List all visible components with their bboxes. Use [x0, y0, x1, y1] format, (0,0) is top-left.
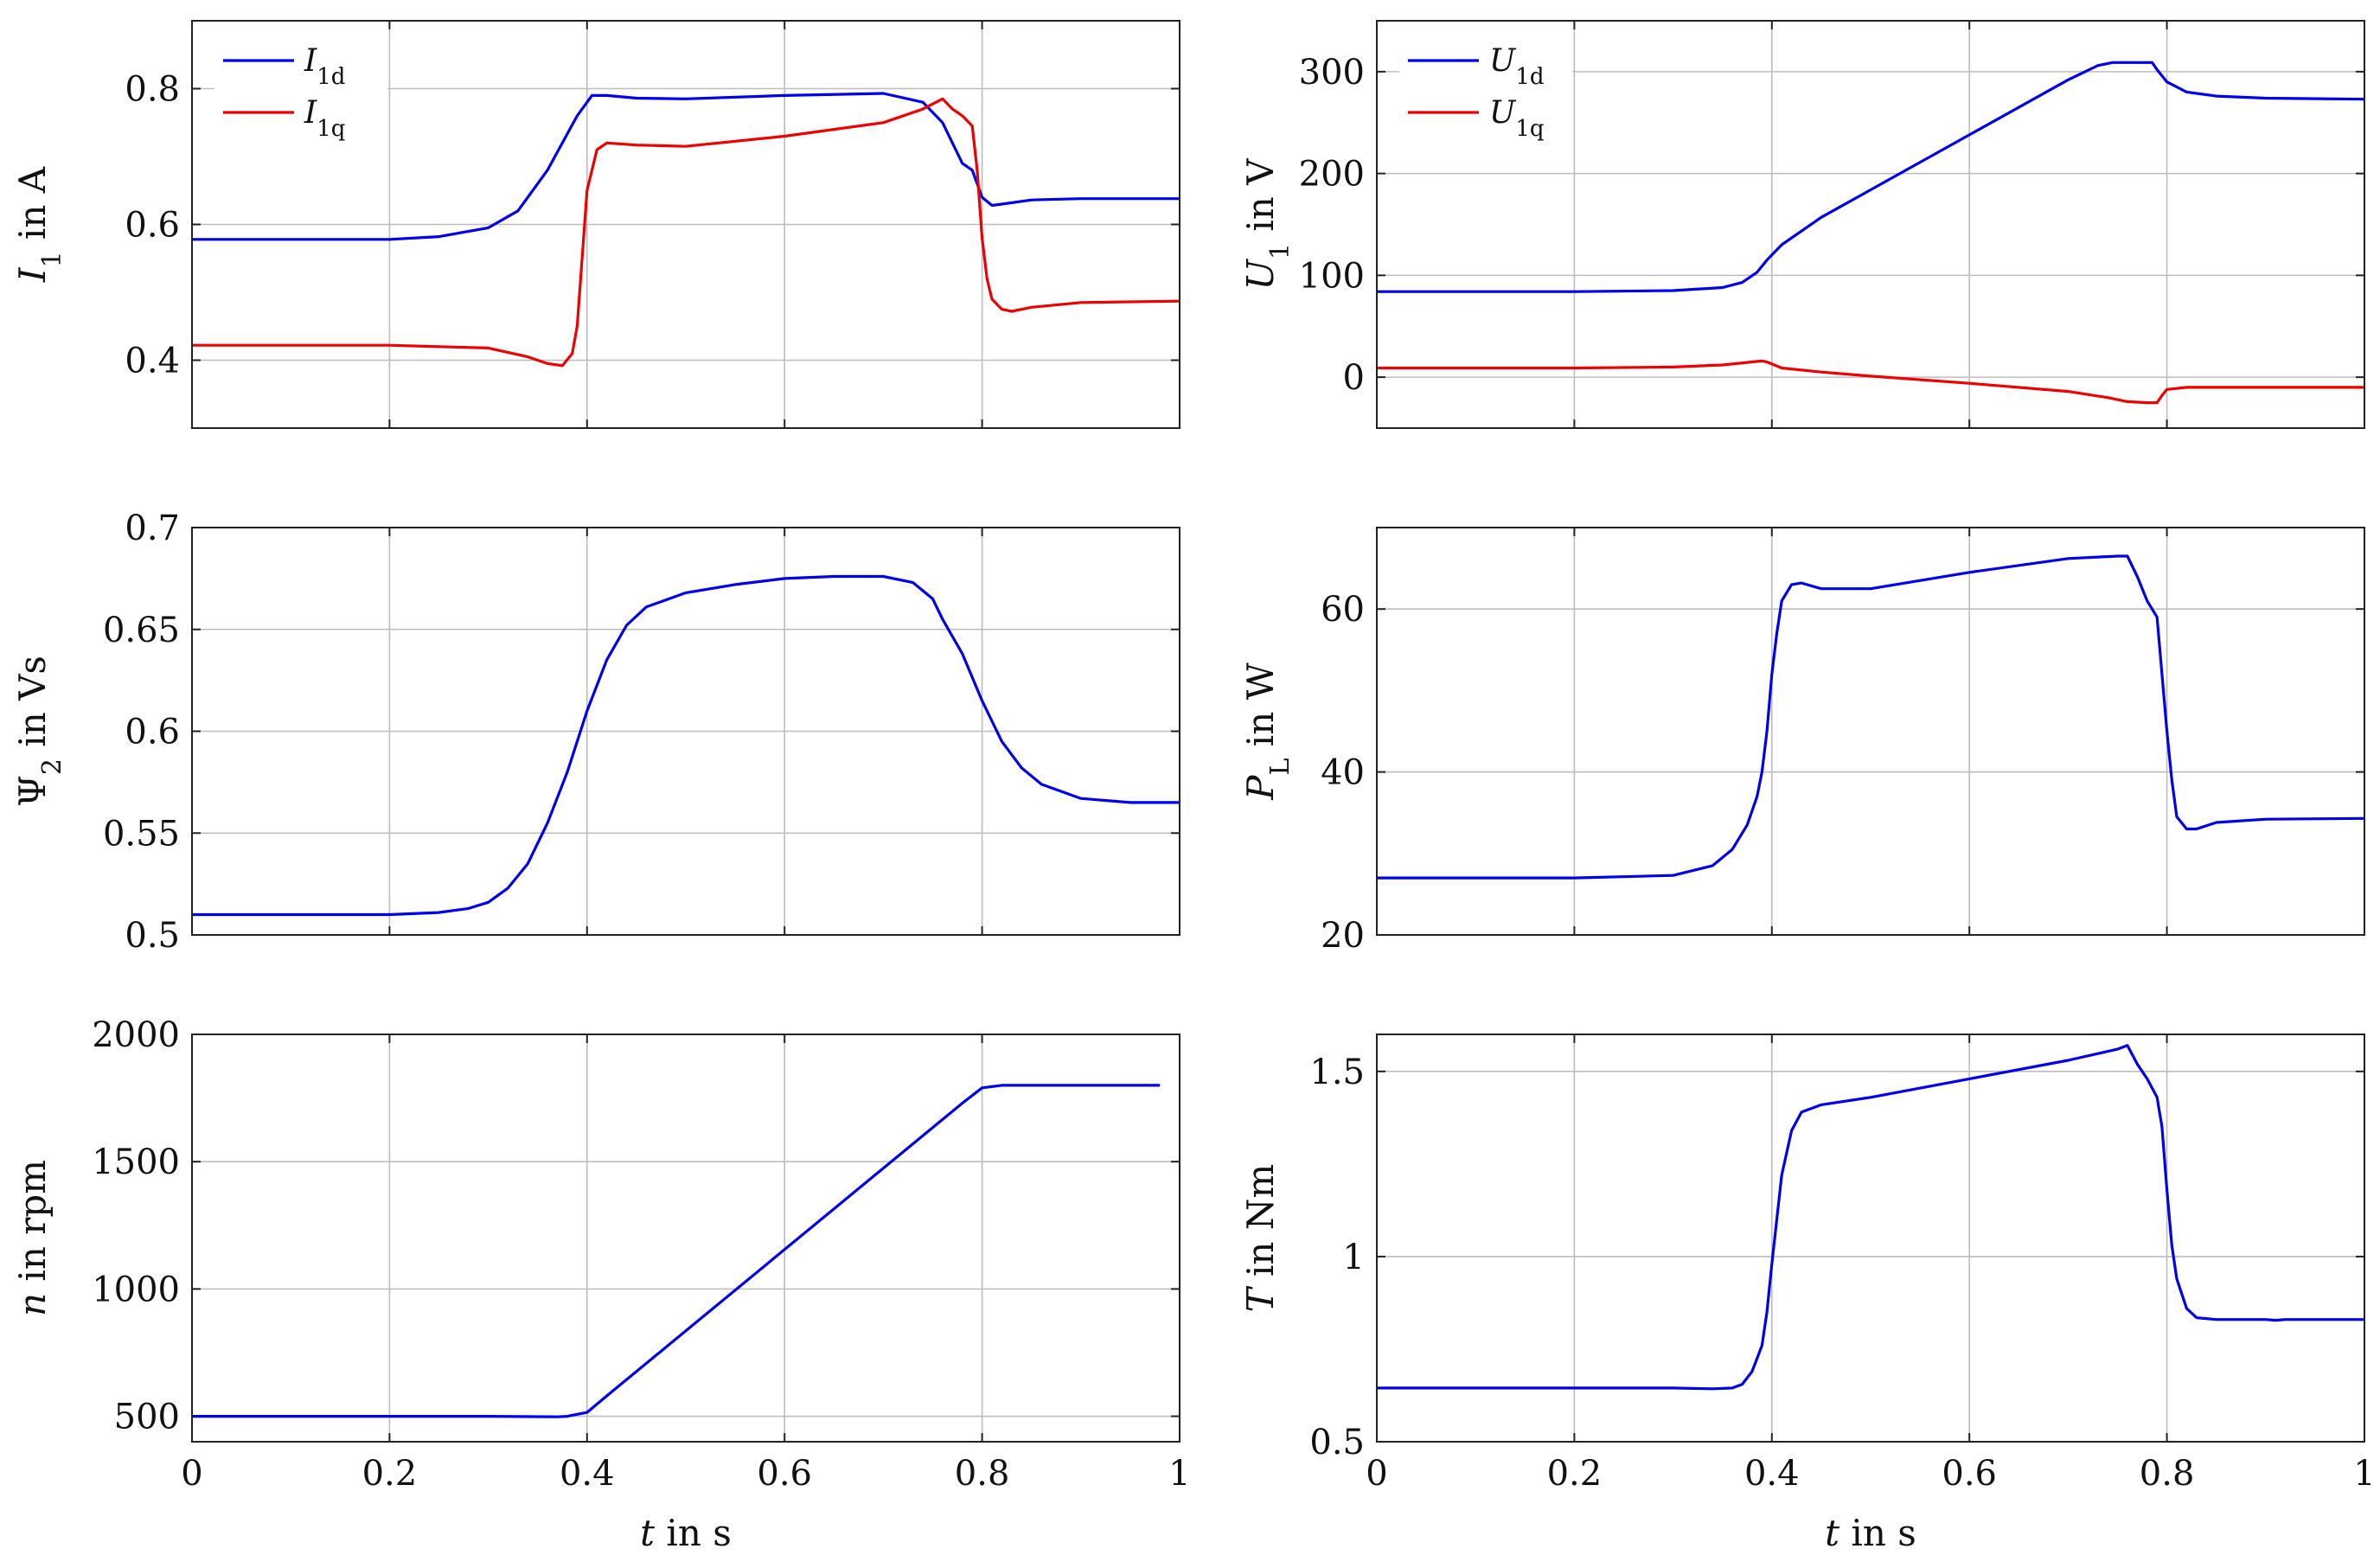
x-tick-label: 0.4: [1744, 1454, 1800, 1494]
chart-torque: 0 0.2 0.4 0.6 0.8 1 0.5 1 1.5 T in Nm t in s: [1239, 1034, 2376, 1554]
series-line-I1q: [192, 97, 1180, 368]
y-tick-label: 300: [1299, 53, 1365, 93]
y-tick-label: 20: [1321, 916, 1365, 956]
x-tick-label: 0.8: [955, 1454, 1010, 1494]
y-axis-label: U1 in V: [1239, 158, 1296, 291]
series-line-n: [192, 1084, 1161, 1418]
y-axis-label: Ψ2 in Vs: [11, 656, 67, 807]
y-tick-label: 1000: [92, 1270, 180, 1309]
y-tick-label: 0.6: [125, 713, 180, 752]
y-tick-label: 0.5: [125, 916, 180, 956]
legend-box: [214, 35, 387, 156]
series-line-T: [1377, 1044, 2364, 1391]
series-line-Psi2: [192, 574, 1180, 917]
x-axis-label: t in s: [640, 1512, 732, 1554]
x-tick-label: 0.2: [362, 1454, 418, 1494]
y-tick-label: 1: [1343, 1238, 1365, 1277]
plot-frame: [191, 20, 1180, 429]
chart-flux: 0.5 0.55 0.6 0.65 0.7 Ψ2 in Vs: [11, 509, 1180, 956]
legend-box: [1399, 35, 1572, 156]
series-line-PL: [1377, 554, 2364, 880]
series-line-U1d: [1377, 61, 2364, 293]
legend-label-I1d: I1d: [304, 43, 345, 90]
y-tick-label: 60: [1321, 590, 1365, 630]
y-tick-label: 40: [1321, 753, 1365, 793]
x-tick-label: 0: [1366, 1454, 1387, 1494]
y-tick-label: 0.5: [1309, 1423, 1365, 1462]
plot-frame: [1376, 20, 2365, 429]
series-line-U1q: [1377, 359, 2364, 405]
plot-frame: [191, 527, 1180, 936]
y-tick-label: 0.65: [103, 611, 180, 650]
x-tick-label: 0.6: [757, 1454, 812, 1494]
legend-label-I1q: I1q: [304, 95, 345, 142]
y-axis-label: T in Nm: [1239, 1164, 1282, 1313]
x-tick-label: 0.6: [1942, 1454, 1997, 1494]
x-tick-label: 1: [2353, 1454, 2375, 1494]
legend-label-U1d: U1d: [1489, 43, 1545, 90]
y-tick-label: 0.55: [103, 814, 180, 854]
y-tick-label: 1500: [92, 1142, 180, 1182]
y-axis-label: I1 in A: [11, 166, 67, 283]
x-tick-label: 0.8: [2140, 1454, 2195, 1494]
y-tick-label: 200: [1299, 155, 1365, 195]
y-tick-label: 1.5: [1309, 1053, 1365, 1092]
y-axis-label: n in rpm: [11, 1160, 54, 1316]
plot-frame: [191, 1034, 1180, 1443]
y-tick-label: 0.8: [125, 70, 180, 110]
legend-label-U1q: U1q: [1489, 95, 1545, 142]
y-tick-label: 500: [114, 1398, 180, 1437]
chart-voltage: 0 100 200 300 U1d U1q U1 in V: [1239, 20, 2365, 429]
x-tick-label: 0.4: [560, 1454, 615, 1494]
plot-frame: [1376, 527, 2365, 936]
chart-current: 0.4 0.6 0.8 I1d I1q I1 in A: [11, 20, 1180, 429]
y-tick-label: 0.7: [125, 509, 180, 548]
y-axis-label: PL in W: [1239, 662, 1296, 800]
x-tick-label: 0.2: [1547, 1454, 1603, 1494]
chart-power: 20 40 60 PL in W: [1239, 527, 2365, 956]
x-axis-label: t in s: [1825, 1512, 1916, 1554]
series-line-I1d: [192, 92, 1180, 241]
x-tick-label: 1: [1168, 1454, 1190, 1494]
y-tick-label: 0: [1343, 358, 1365, 398]
x-tick-label: 0: [181, 1454, 202, 1494]
y-tick-label: 2000: [92, 1015, 180, 1055]
y-tick-label: 0.6: [125, 206, 180, 246]
plot-frame: [1376, 1034, 2365, 1443]
y-tick-label: 0.4: [125, 342, 180, 381]
y-tick-label: 100: [1299, 256, 1365, 296]
